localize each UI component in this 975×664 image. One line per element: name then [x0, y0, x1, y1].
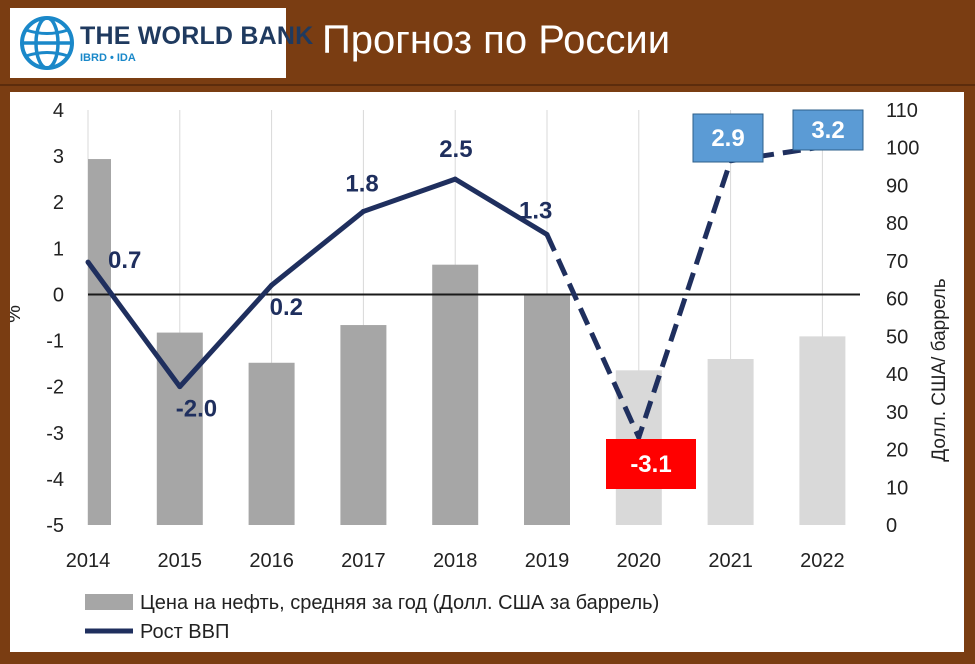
- y-right-tick-50: 50: [886, 326, 908, 348]
- gdp-point-2014: [85, 259, 91, 265]
- data-label-box-2020: [606, 439, 696, 489]
- x-tick-2015: 2015: [158, 550, 203, 572]
- y-left-tick--3: -3: [46, 423, 64, 445]
- data-label-2017: 1.8: [345, 170, 378, 197]
- gdp-point-2019: [544, 232, 550, 237]
- y-right-tick-30: 30: [886, 402, 908, 424]
- y-right-tick-110: 110: [886, 100, 918, 122]
- bar-2019: [524, 294, 570, 525]
- gdp-point-2015: [177, 384, 183, 390]
- header-divider: [0, 84, 975, 86]
- y-right-tick-40: 40: [886, 364, 908, 386]
- page-title: Прогноз по России: [322, 18, 671, 62]
- data-label-box-2021: [692, 113, 764, 163]
- gdp-point-2017: [360, 208, 366, 214]
- gdp-point-2020: [636, 434, 642, 440]
- bar-series: [88, 159, 846, 525]
- y-right-tick-0: 0: [886, 515, 897, 537]
- world-bank-logo: THE WORLD BANK IBRD • IDA: [10, 8, 313, 78]
- legend-line-label: Рост ВВП: [140, 621, 229, 643]
- y-left-tick--2: -2: [46, 377, 64, 399]
- bar-2018: [432, 264, 479, 525]
- logo-subtitle: IBRD • IDA: [80, 52, 136, 64]
- y-right-axis-label: Долл. США/ баррель: [929, 278, 950, 461]
- y-right-tick-100: 100: [886, 138, 919, 160]
- y-left-tick--4: -4: [46, 469, 64, 491]
- gdp-point-2016: [269, 282, 275, 288]
- x-tick-2017: 2017: [341, 550, 386, 572]
- data-label-2014: 0.7: [108, 247, 141, 274]
- y-right-tick-70: 70: [886, 251, 908, 273]
- y-left-axis-label: %: [10, 305, 25, 323]
- x-tick-2019: 2019: [525, 550, 570, 572]
- y-right-tick-80: 80: [886, 213, 908, 235]
- legend: Цена на нефть, средняя за год (Долл. США…: [85, 592, 659, 643]
- x-tick-2014: 2014: [66, 550, 111, 572]
- legend-bar-swatch: [85, 594, 133, 610]
- x-tick-2018: 2018: [433, 550, 478, 572]
- data-labels: 0.7 -2.0 0.2 1.8 2.5 1.3 -3.1 2.9 3.2: [108, 109, 864, 489]
- logo-name: THE WORLD BANK: [80, 22, 314, 50]
- x-tick-2016: 2016: [249, 550, 294, 572]
- bar-2022: [799, 336, 846, 525]
- y-left-tick-3: 3: [53, 146, 64, 168]
- y-right-tick-60: 60: [886, 289, 908, 311]
- x-tick-2022: 2022: [800, 550, 845, 572]
- data-label-2015: -2.0: [176, 396, 217, 423]
- bar-2021: [707, 359, 754, 525]
- data-label-box-2022: [792, 109, 864, 151]
- y-left-tick-1: 1: [53, 238, 64, 260]
- gdp-line-actual: [85, 176, 549, 390]
- line-series: [85, 144, 825, 440]
- y-left-tick--1: -1: [46, 331, 64, 353]
- y-left-tick-0: 0: [53, 284, 64, 306]
- y-left-tick-2: 2: [53, 192, 64, 214]
- gdp-point-2018: [452, 176, 458, 182]
- globe-icon: [20, 16, 74, 70]
- y-left-tick--5: -5: [46, 515, 64, 537]
- axes: 43210-1-2-3-4-51101009080706050403020100…: [46, 100, 919, 572]
- gdp-line-forecast: [544, 144, 823, 440]
- chart-panel: 0.7 -2.0 0.2 1.8 2.5 1.3 -3.1 2.9 3.2 4 3 2 1 0 -1 -2-…: [3, 92, 964, 652]
- data-label-2016: 0.2: [270, 294, 303, 321]
- y-right-tick-20: 20: [886, 440, 908, 462]
- data-label-2020: -3.1: [630, 451, 671, 478]
- y-left-tick-4: 4: [53, 100, 64, 122]
- legend-bar-label: Цена на нефть, средняя за год (Долл. США…: [140, 592, 659, 614]
- data-label-2022: 3.2: [811, 117, 844, 144]
- chart: 0.7-2.00.21.82.51.3-3.12.9 3.2 43210-1-2-…: [3, 100, 950, 643]
- data-label-2018: 2.5: [439, 136, 472, 163]
- data-label-2019: 1.3: [519, 198, 552, 225]
- x-tick-2020: 2020: [617, 550, 662, 572]
- data-label-2021: 2.9: [711, 125, 744, 152]
- y-right-tick-10: 10: [886, 477, 908, 499]
- bar-2017: [340, 325, 387, 525]
- x-tick-2021: 2021: [708, 550, 753, 572]
- bar-2016: [248, 362, 295, 525]
- bar-2014: [88, 159, 111, 525]
- y-right-tick-90: 90: [886, 175, 908, 197]
